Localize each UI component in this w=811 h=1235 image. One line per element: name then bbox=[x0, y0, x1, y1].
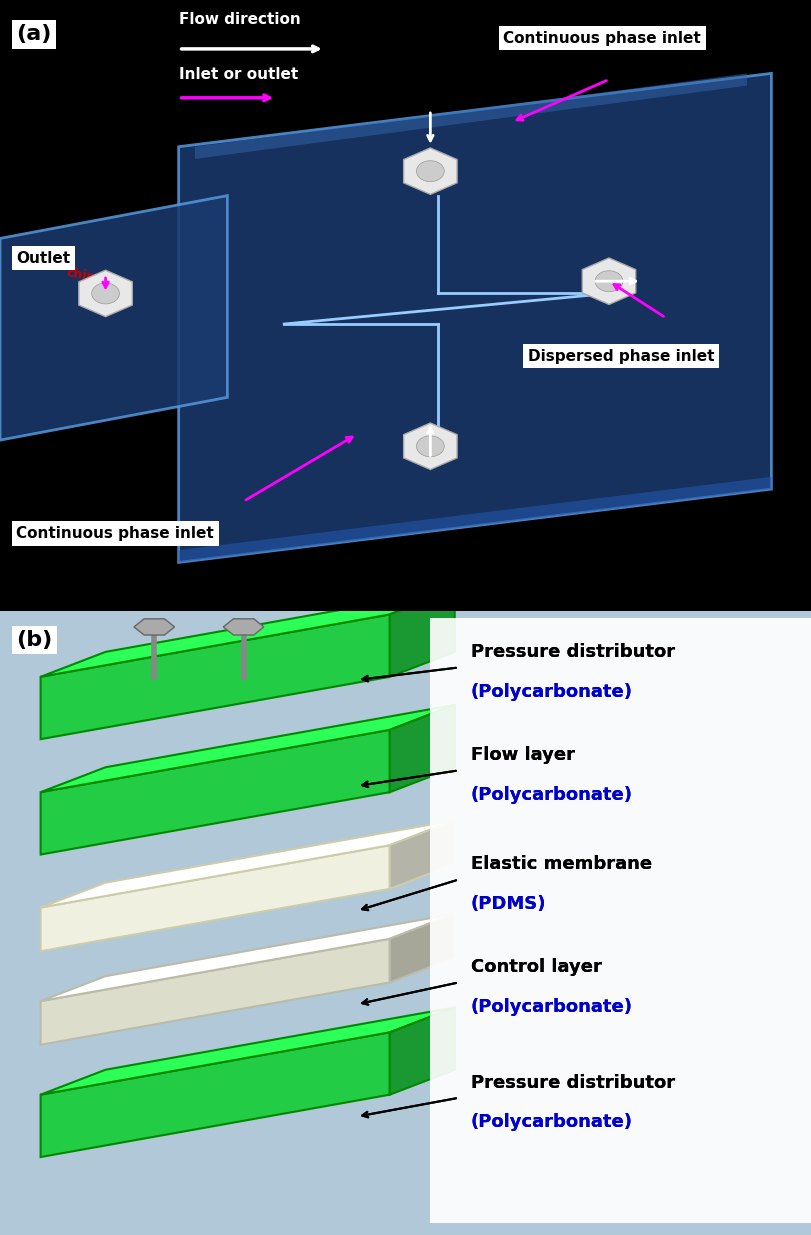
Polygon shape bbox=[41, 820, 454, 908]
Text: Outlet: Outlet bbox=[16, 251, 71, 266]
Text: (Polycarbonate): (Polycarbonate) bbox=[470, 1114, 633, 1131]
Text: (b): (b) bbox=[16, 630, 53, 650]
Text: (Polycarbonate): (Polycarbonate) bbox=[470, 998, 633, 1016]
Text: (Polycarbonate): (Polycarbonate) bbox=[470, 785, 633, 804]
Polygon shape bbox=[41, 1032, 389, 1157]
Text: Pressure distributor: Pressure distributor bbox=[470, 1073, 674, 1092]
Text: (PDMS): (PDMS) bbox=[470, 895, 546, 913]
Polygon shape bbox=[41, 845, 389, 951]
Circle shape bbox=[416, 436, 444, 457]
Polygon shape bbox=[134, 619, 174, 635]
Text: chip: chip bbox=[66, 267, 97, 284]
Polygon shape bbox=[41, 615, 389, 740]
Polygon shape bbox=[403, 148, 457, 194]
Text: Flow layer: Flow layer bbox=[470, 746, 574, 764]
Text: (Polycarbonate): (Polycarbonate) bbox=[470, 998, 633, 1016]
Polygon shape bbox=[41, 939, 389, 1045]
Polygon shape bbox=[79, 270, 132, 316]
Polygon shape bbox=[178, 477, 770, 562]
Polygon shape bbox=[403, 424, 457, 469]
Text: Control layer: Control layer bbox=[470, 958, 601, 976]
Polygon shape bbox=[0, 195, 227, 440]
Polygon shape bbox=[389, 705, 454, 792]
Text: Continuous phase inlet: Continuous phase inlet bbox=[503, 31, 701, 46]
Text: Flow direction: Flow direction bbox=[178, 12, 300, 27]
Polygon shape bbox=[41, 914, 454, 1002]
Polygon shape bbox=[41, 589, 454, 677]
Polygon shape bbox=[389, 820, 454, 889]
Text: (Polycarbonate): (Polycarbonate) bbox=[470, 683, 633, 701]
Circle shape bbox=[416, 161, 444, 182]
Polygon shape bbox=[223, 619, 264, 635]
Text: Continuous phase inlet: Continuous phase inlet bbox=[16, 526, 214, 541]
Bar bbox=[430, 618, 811, 1223]
Text: (PDMS): (PDMS) bbox=[470, 895, 546, 913]
Text: Elastic membrane: Elastic membrane bbox=[470, 856, 651, 873]
Text: (a): (a) bbox=[16, 25, 52, 44]
Polygon shape bbox=[178, 73, 770, 562]
Text: Flow layer: Flow layer bbox=[470, 746, 574, 764]
Text: (Polycarbonate): (Polycarbonate) bbox=[470, 785, 633, 804]
Polygon shape bbox=[389, 914, 454, 982]
Text: Pressure distributor: Pressure distributor bbox=[470, 643, 674, 661]
Text: Inlet or outlet: Inlet or outlet bbox=[178, 68, 298, 83]
Polygon shape bbox=[389, 589, 454, 677]
Polygon shape bbox=[581, 258, 635, 305]
Polygon shape bbox=[389, 1008, 454, 1094]
Circle shape bbox=[594, 270, 622, 291]
Polygon shape bbox=[41, 705, 454, 792]
Text: Dispersed phase inlet: Dispersed phase inlet bbox=[527, 348, 714, 363]
Polygon shape bbox=[41, 1008, 454, 1094]
Text: Control layer: Control layer bbox=[470, 958, 601, 976]
Text: Elastic membrane: Elastic membrane bbox=[470, 856, 651, 873]
Text: (Polycarbonate): (Polycarbonate) bbox=[470, 683, 633, 701]
Text: Pressure distributor: Pressure distributor bbox=[470, 1073, 674, 1092]
Text: Pressure distributor: Pressure distributor bbox=[470, 643, 674, 661]
Text: (Polycarbonate): (Polycarbonate) bbox=[470, 1114, 633, 1131]
Circle shape bbox=[92, 283, 119, 304]
Polygon shape bbox=[195, 73, 746, 159]
Polygon shape bbox=[41, 730, 389, 855]
